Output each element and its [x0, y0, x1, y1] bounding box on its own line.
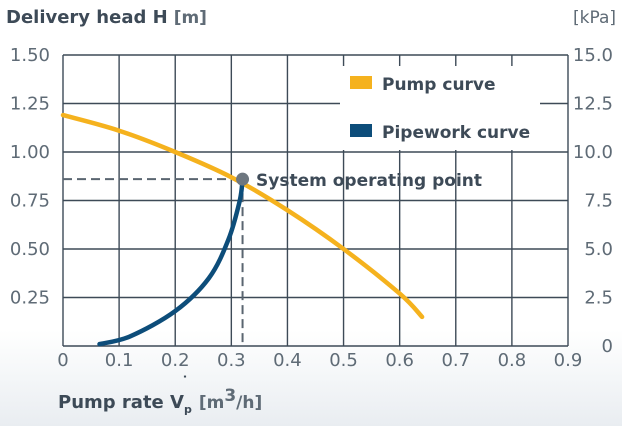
x-tick-label: 0.9: [554, 350, 583, 371]
x-axis-title-dot: ˙: [181, 373, 189, 392]
y-axis-title: Delivery head H [m]: [6, 7, 207, 28]
tick-labels: 0 0.1 0.2 0.3 0.4 0.5 0.6 0.7 0.8 0.9 0.25 0.50 0.75…: [10, 45, 613, 371]
legend-background: [340, 66, 540, 150]
x-tick-label: 0.7: [441, 350, 470, 371]
y-tick-label: 1.50: [10, 45, 50, 66]
y-tick-label: 1.00: [10, 142, 50, 163]
legend-pump-swatch: [350, 76, 372, 89]
x-tick-label: 0.2: [161, 350, 190, 371]
legend-pump-label: Pump curve: [382, 75, 496, 95]
x-tick-label: 0.8: [498, 350, 527, 371]
y-tick-label: 1.25: [10, 94, 50, 115]
x-tick-label: 0: [57, 350, 68, 371]
y2-tick-label: 15.0: [573, 45, 613, 66]
y2-tick-label: 2.5: [584, 288, 613, 309]
y-tick-label: 0.50: [10, 239, 50, 260]
x-tick-label: 0.4: [273, 350, 302, 371]
series-layer: [60, 66, 540, 347]
y2-tick-label: 7.5: [584, 191, 613, 212]
legend-pipework-swatch: [350, 124, 372, 137]
y2-tick-label: 5.0: [584, 239, 613, 260]
operating-point-label: System operating point: [256, 171, 482, 191]
y-tick-label: 0.75: [10, 191, 50, 212]
pump-curve-line: [60, 112, 425, 320]
y2-tick-label: 0: [602, 336, 613, 357]
legend: Pump curve Pipework curve: [350, 75, 530, 143]
x-tick-label: 0.3: [217, 350, 246, 371]
y2-tick-label: 12.5: [573, 94, 613, 115]
x-tick-label: 0.1: [105, 350, 134, 371]
y2-axis-title: [kPa]: [573, 8, 616, 28]
x-axis-title: Pump rate Vp [m3/h]: [58, 386, 262, 416]
pipework-curve-line: [97, 176, 245, 347]
x-tick-label: 0.6: [385, 350, 414, 371]
legend-pipework-label: Pipework curve: [382, 123, 530, 143]
y-tick-label: 0.25: [10, 288, 50, 309]
x-tick-label: 0.5: [329, 350, 358, 371]
y2-tick-label: 10.0: [573, 142, 613, 163]
operating-point-marker: [236, 172, 250, 186]
